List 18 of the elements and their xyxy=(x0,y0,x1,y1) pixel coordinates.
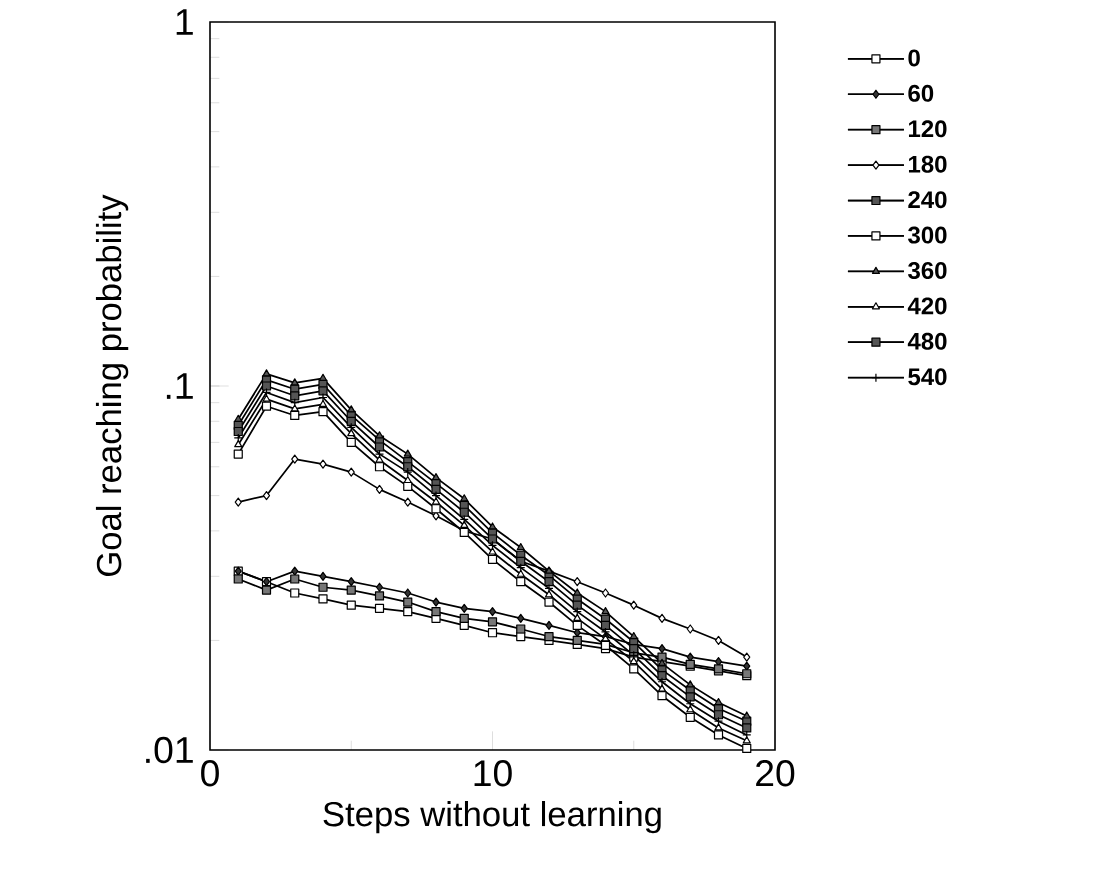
legend-label: 360 xyxy=(908,261,947,280)
legend-label: 540 xyxy=(908,368,947,386)
legend-label: 120 xyxy=(908,120,947,138)
y-tick-label: .01 xyxy=(146,736,193,764)
legend-label: 300 xyxy=(908,226,947,244)
legend-label: 180 xyxy=(908,155,947,173)
legend-label: 240 xyxy=(908,191,947,209)
y-tick-label: 1 xyxy=(176,9,193,35)
y-tick-label: .1 xyxy=(166,373,193,399)
x-tick-label: 0 xyxy=(201,760,219,787)
x-axis-title: Steps without learning xyxy=(323,800,661,834)
x-tick-label: 20 xyxy=(756,760,795,787)
y-axis-title: Goal reaching probability xyxy=(95,194,129,577)
legend-label: 60 xyxy=(908,84,934,102)
legend-label: 420 xyxy=(907,297,947,315)
legend-label: 0 xyxy=(908,49,920,67)
x-tick-label: 10 xyxy=(474,760,512,787)
legend-label: 480 xyxy=(907,332,947,350)
